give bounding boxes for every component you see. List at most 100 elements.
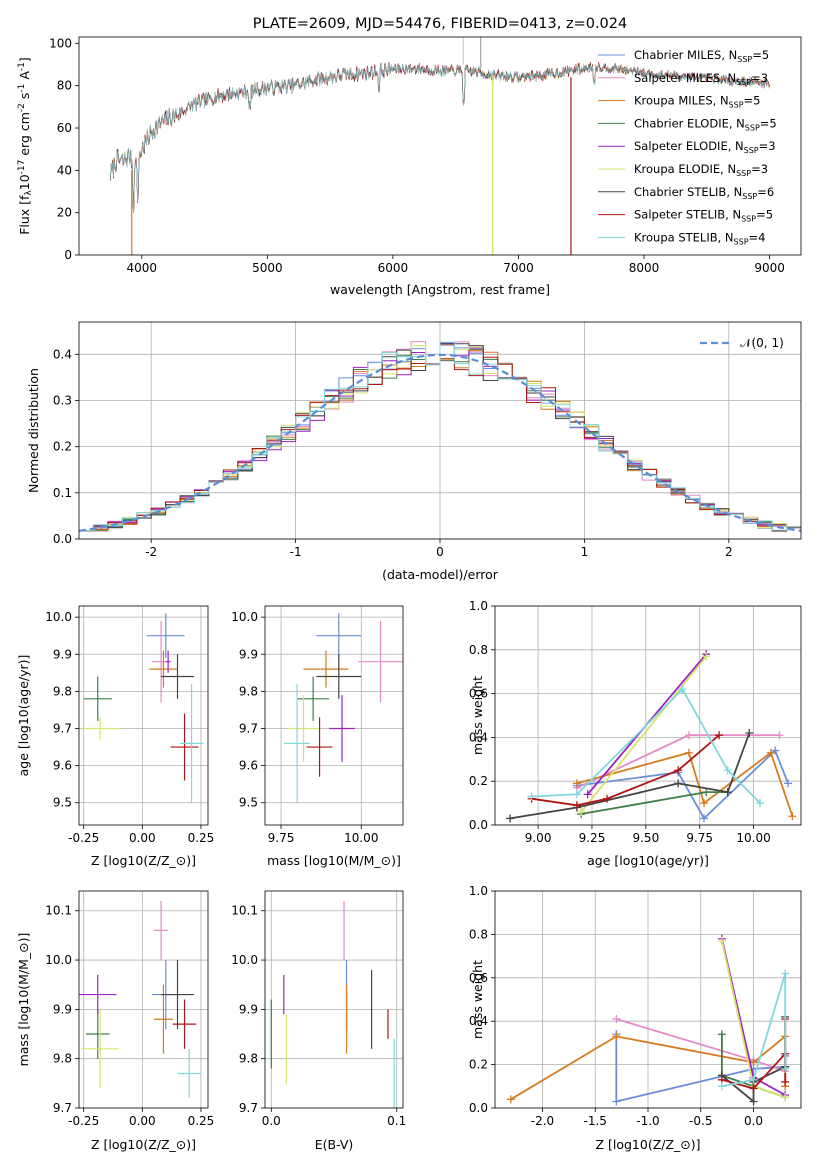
legend-label: Kroupa MILES, NSSP=5 xyxy=(634,94,760,110)
data-point xyxy=(154,984,173,1054)
y-tick-label: 9.9 xyxy=(53,647,72,661)
y-tick-label: 0.0 xyxy=(53,532,72,546)
y-tick-label: 10.1 xyxy=(45,904,72,918)
x-axis-label: wavelength [Angstrom, rest frame] xyxy=(330,282,550,297)
weight-marker xyxy=(717,1030,726,1039)
weight-marker xyxy=(723,788,732,797)
y-tick-label: 9.9 xyxy=(239,1002,258,1016)
weight-marker xyxy=(572,790,581,799)
y-tick-label: 0.2 xyxy=(469,1058,488,1072)
weight-marker xyxy=(717,1082,726,1091)
data-point xyxy=(179,683,204,803)
x-tick-label: 9.25 xyxy=(579,831,606,845)
weight-marker xyxy=(572,801,581,810)
weight-marker xyxy=(684,748,693,757)
x-tick-label: 0.0 xyxy=(262,1114,281,1128)
x-axis-label: (data-model)/error xyxy=(382,567,499,582)
plot-area xyxy=(265,891,403,1108)
x-tick-label: 0.25 xyxy=(188,831,215,845)
data-point xyxy=(316,654,362,699)
legend-label: Chabrier ELODIE, NSSP=5 xyxy=(634,116,777,132)
y-tick-label: 0.6 xyxy=(469,687,488,701)
weight-marker xyxy=(788,812,797,821)
panel-2: -2 -1 0 1 2 0.0 0.1 0.2 0.3 0.4 (data-model)/error… xyxy=(26,321,802,582)
y-tick-label: 9.8 xyxy=(239,684,258,698)
legend-label: Chabrier STELIB, NSSP=6 xyxy=(634,185,774,201)
y-axis-label: Flux [fλ10-17 erg cm-2 s-1 A-1] xyxy=(17,57,34,235)
y-axis-label: age [log10(age/yr)] xyxy=(16,655,31,777)
plot-area xyxy=(79,891,208,1108)
y-axis-label: mass [log10(M/M_⊙)] xyxy=(16,933,31,1067)
data-point xyxy=(284,683,310,803)
y-tick-label: 0.8 xyxy=(469,643,488,657)
weight-marker xyxy=(766,748,775,757)
data-point xyxy=(86,1009,110,1059)
y-tick-label: 0.1 xyxy=(53,486,72,500)
panel-8: -2.0 -1.5 -1.0 -0.5 0.0 0.0 0.2 0.4 0.6 0.8 1.0 Z [… xyxy=(469,884,802,1152)
y-tick-label: 80 xyxy=(57,79,72,93)
x-axis-label: mass [log10(M/M_⊙)] xyxy=(267,853,401,868)
y-axis-label: mass weight xyxy=(470,960,485,1039)
weight-marker xyxy=(781,1064,790,1073)
data-point xyxy=(177,1048,201,1099)
axes-frame xyxy=(78,890,209,1109)
y-tick-label: 60 xyxy=(57,121,72,135)
data-point xyxy=(170,713,199,781)
x-tick-label: 4000 xyxy=(127,261,158,275)
x-tick-label: -0.25 xyxy=(68,831,99,845)
weight-marker xyxy=(775,731,784,740)
plot-area xyxy=(265,606,403,825)
legend-label: Chabrier MILES, NSSP=5 xyxy=(634,48,769,64)
panel-3: -0.25 0.00 0.25 9.5 9.6 9.7 9.8 9.9 10.0 Z [log10… xyxy=(16,605,215,868)
x-tick-label: 9.75 xyxy=(268,831,295,845)
weight-marker xyxy=(572,779,581,788)
y-tick-label: 9.7 xyxy=(239,1101,258,1115)
y-tick-label: 9.5 xyxy=(53,796,72,810)
data-point xyxy=(297,676,330,722)
axes-frame xyxy=(264,605,404,826)
y-tick-label: 10.0 xyxy=(45,953,72,967)
x-tick-label: 9.75 xyxy=(686,831,713,845)
y-tick-label: 0.4 xyxy=(469,1014,488,1028)
legend-label: Salpeter MILES, NSSP=3 xyxy=(634,71,768,87)
x-tick-label: 0.1 xyxy=(387,1114,406,1128)
axes-frame xyxy=(78,321,802,540)
spectrum-line xyxy=(110,62,770,213)
x-tick-label: 2 xyxy=(725,545,733,559)
x-tick-label: 0.00 xyxy=(129,1114,156,1128)
weight-marker xyxy=(702,652,711,661)
weight-marker xyxy=(784,779,793,788)
data-point xyxy=(81,1009,119,1089)
legend: Chabrier MILES, NSSP=5 Salpeter MILES, NS… xyxy=(598,48,777,246)
y-tick-label: 0.2 xyxy=(469,774,488,788)
data-point xyxy=(316,613,362,658)
x-tick-label: 5000 xyxy=(252,261,283,275)
x-axis-label: E(B-V) xyxy=(315,1137,354,1152)
x-tick-label: 9000 xyxy=(754,261,785,275)
weight-marker xyxy=(583,790,592,799)
weight-marker xyxy=(577,807,586,816)
weight-marker xyxy=(674,766,683,775)
y-tick-label: 9.6 xyxy=(53,759,72,773)
weight-marker xyxy=(612,1097,621,1106)
data-point xyxy=(329,695,355,762)
data-point xyxy=(83,676,112,722)
y-tick-label: 1.0 xyxy=(469,599,488,613)
legend-label: Kroupa ELODIE, NSSP=3 xyxy=(634,162,768,178)
y-tick-label: 0.6 xyxy=(469,971,488,985)
x-axis-label: age [log10(age/yr)] xyxy=(587,853,709,868)
x-tick-label: -0.5 xyxy=(689,1114,712,1128)
weight-marker xyxy=(715,731,724,740)
plot-area xyxy=(495,606,801,825)
y-tick-label: 9.8 xyxy=(53,1052,72,1066)
y-tick-label: 1.0 xyxy=(469,884,488,898)
weight-marker xyxy=(781,1093,790,1102)
y-axis-label: Normed distribution xyxy=(26,368,41,493)
weight-series xyxy=(577,652,711,816)
y-tick-label: 0.2 xyxy=(53,440,72,454)
weight-marker xyxy=(749,1084,758,1093)
y-tick-label: 10.0 xyxy=(231,953,258,967)
y-tick-label: 10.0 xyxy=(45,610,72,624)
weight-marker xyxy=(674,779,683,788)
x-tick-label: 6000 xyxy=(378,261,409,275)
